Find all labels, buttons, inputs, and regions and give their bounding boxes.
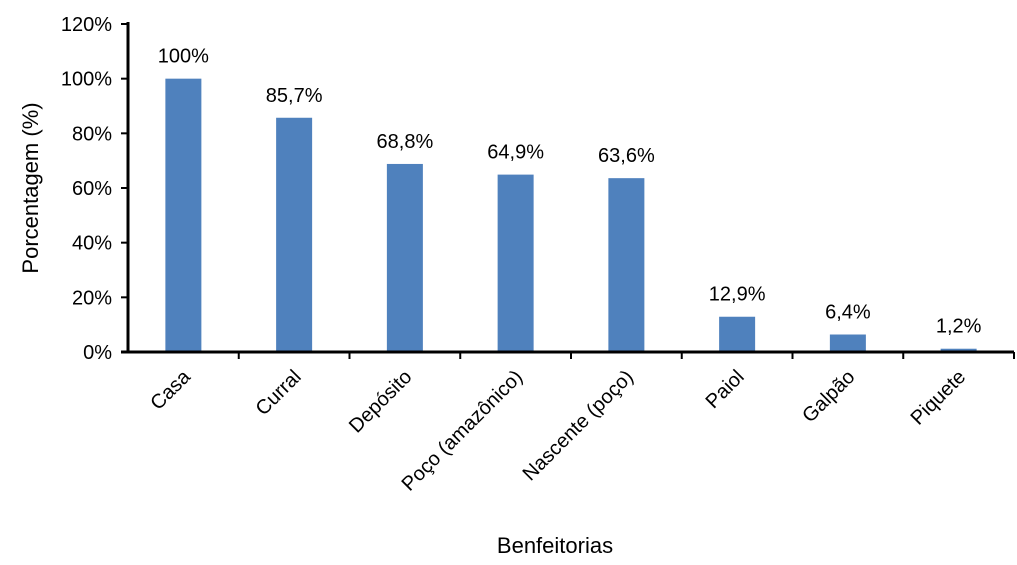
x-tick-label: Depósito — [345, 366, 416, 437]
x-tick-label: Paiol — [702, 366, 749, 413]
data-label: 6,4% — [825, 302, 871, 324]
data-labels: 100% 85,7% 68,8% 64,9% 63,6% 12,9% 6,4% 1,2% — [158, 46, 982, 338]
y-axis-ticks: 0% 20% 40% 60% 80% 100% 120% — [61, 14, 128, 364]
y-tick-label: 40% — [72, 233, 112, 255]
y-tick-label: 20% — [72, 287, 112, 309]
x-tick-label: Poço (amazônico) — [398, 366, 528, 496]
y-tick-label: 0% — [83, 342, 112, 364]
data-label: 85,7% — [266, 85, 323, 107]
bar — [497, 174, 534, 352]
x-tick-label: Piquete — [907, 366, 971, 430]
bar — [276, 117, 313, 353]
bars — [165, 78, 977, 353]
data-label: 100% — [158, 46, 209, 68]
data-label: 68,8% — [377, 131, 434, 153]
data-label: 12,9% — [709, 284, 766, 306]
x-tick-label: Curral — [252, 366, 306, 420]
x-axis-title: Benfeitorias — [497, 533, 613, 558]
data-label: 64,9% — [487, 142, 544, 164]
bar — [719, 316, 756, 352]
y-tick-label: 100% — [61, 69, 112, 91]
x-tick-label: Nascente (poço) — [519, 366, 638, 485]
y-tick-label: 120% — [61, 14, 112, 36]
y-axis-title: Porcentagem (%) — [18, 102, 43, 273]
y-tick-label: 60% — [72, 178, 112, 200]
bar — [608, 178, 645, 352]
bar — [165, 78, 202, 353]
x-tick-label: Casa — [146, 365, 195, 414]
x-tick-label: Galpão — [798, 366, 859, 427]
data-label: 63,6% — [598, 145, 655, 167]
y-tick-label: 80% — [72, 123, 112, 145]
bar — [386, 163, 423, 352]
data-label: 1,2% — [936, 316, 982, 338]
bar — [940, 348, 977, 352]
bar — [829, 334, 866, 352]
